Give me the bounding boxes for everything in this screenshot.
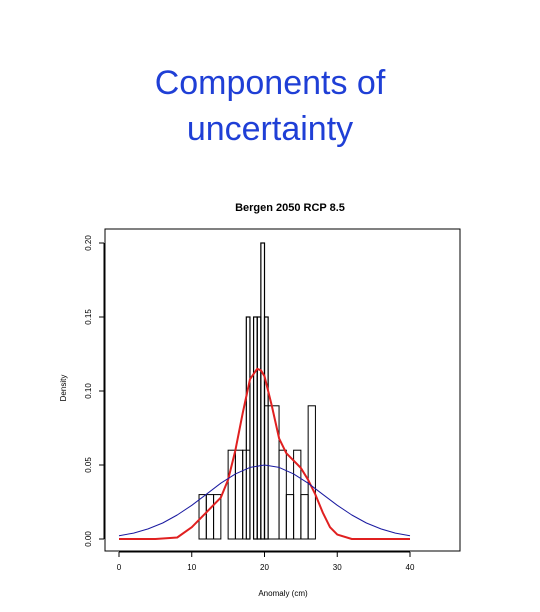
chart-title: Bergen 2050 RCP 8.5 [235, 202, 345, 214]
histogram-bar [307, 405, 316, 540]
y-axis-label: Density [59, 375, 68, 402]
histogram-bar [263, 316, 269, 540]
y-tick-label: 0.05 [84, 457, 93, 473]
histogram-bars [198, 242, 316, 540]
histogram-bar [285, 494, 295, 540]
kde-density-line [119, 367, 410, 540]
slide-title-line-2: uncertainty [186, 110, 354, 148]
y-tick-label: 0.20 [84, 235, 93, 251]
normal-density-line [118, 464, 411, 537]
x-axis-label: Anomaly (cm) [258, 589, 308, 598]
x-tick-label: 40 [406, 563, 415, 572]
histogram-bar [245, 316, 251, 540]
slide-title: Components of uncertainty [0, 60, 540, 152]
histogram-bar [278, 449, 287, 540]
x-tick-label: 20 [260, 563, 269, 572]
histogram-bar [205, 494, 215, 540]
density-curves [118, 367, 411, 540]
x-tick-label: 30 [333, 563, 342, 572]
x-tick-label: 10 [187, 563, 196, 572]
histogram-bar [300, 494, 309, 540]
axes: 0 10 20 30 40 0.00 0.05 0.10 0.15 0.20 [84, 235, 415, 572]
histogram-bar [213, 494, 222, 540]
histogram-bar [234, 449, 244, 540]
y-tick-label: 0.10 [84, 383, 93, 399]
y-tick-label: 0.00 [84, 531, 93, 547]
x-tick-label: 0 [117, 563, 122, 572]
y-tick-label: 0.15 [84, 309, 93, 325]
slide-title-line-1: Components of [154, 64, 386, 102]
plot-frame [104, 228, 461, 552]
